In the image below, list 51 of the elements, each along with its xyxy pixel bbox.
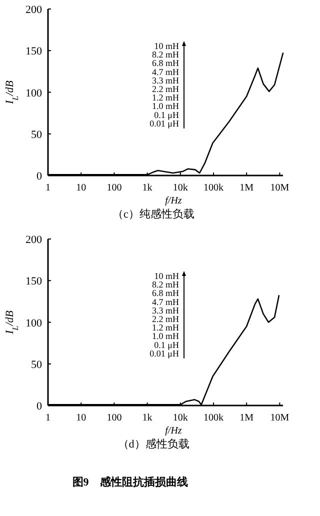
x-tick-label: 1 [46,182,50,194]
annotation: 1.2 mH [152,92,180,103]
y-tick-label: 100 [26,87,42,100]
annotation: 6.8 mH [152,288,180,298]
y-tick-label: 150 [26,46,42,58]
annotation: 0.01 μH [150,118,180,128]
y-tick-label: 200 [26,234,42,246]
x-tick-label: 10k [172,182,188,194]
annotation: 10 mH [154,271,180,281]
y-tick-label: 0 [36,170,42,182]
x-tick-label: 1k [142,412,152,424]
y-tick-label: 100 [26,317,42,330]
annotation: 0.1 μH [154,340,180,350]
annotation: 0.1 μH [154,110,180,120]
x-tick-label: 100 [106,182,122,194]
annotation: 1.0 mH [152,331,180,342]
x-axis-title: f/Hz [165,196,182,206]
y-tick-label: 200 [26,4,42,16]
annotation: 3.3 mH [152,75,180,86]
annotation: 4.7 mH [152,296,180,307]
x-tick-label: 10 [76,182,86,194]
annotation: 2.2 mH [152,314,180,324]
annotation: 10 mH [154,41,180,51]
annotation: 1.0 mH [152,101,180,112]
y-tick-label: 0 [36,400,42,412]
x-tick-label: 1M [240,182,254,194]
text: （c）纯感性负载 [112,208,194,220]
y-tick-label: 50 [31,128,42,141]
x-tick-label: 10 [76,412,86,424]
x-tick-label: 1M [240,412,254,424]
x-tick-label: 1k [142,182,152,194]
text: 图9 感性阻抗插损曲线 [72,476,188,488]
annotation: 8.2 mH [152,280,180,290]
y-tick-label: 150 [26,276,42,288]
x-tick-label: 100 [106,412,122,424]
x-tick-label: 10M [270,412,290,424]
x-tick-label: 100k [203,182,224,194]
x-tick-label: 10M [270,182,290,194]
y-tick-label: 50 [31,358,42,371]
annotation: 2.2 mH [152,84,180,94]
annotation: 0.01 μH [150,348,180,358]
x-tick-label: 10k [172,412,188,424]
annotation: 4.7 mH [152,66,180,77]
x-tick-label: 1 [46,412,50,424]
annotation: 6.8 mH [152,58,180,68]
x-tick-label: 100k [203,412,224,424]
annotation: 8.2 mH [152,50,180,60]
annotation: 1.2 mH [152,322,180,333]
text: （d）感性负载 [118,438,190,450]
x-axis-title: f/Hz [165,426,182,436]
annotation: 3.3 mH [152,305,180,316]
